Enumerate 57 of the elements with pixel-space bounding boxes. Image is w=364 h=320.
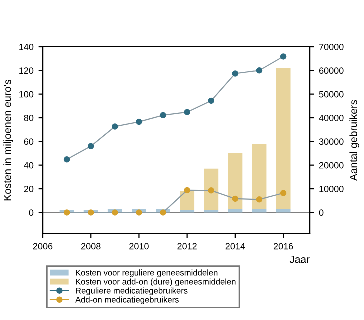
point <box>184 187 190 194</box>
x-tick-label: 2012 <box>178 243 197 250</box>
point <box>232 70 239 77</box>
y-tick-label: 20 <box>24 186 34 192</box>
point <box>64 210 70 216</box>
y2-tick-label: 40000 <box>319 114 344 122</box>
y2-tick-label: 10000 <box>320 186 344 192</box>
x-tick-label: 2006 <box>33 243 53 250</box>
point <box>136 118 142 126</box>
point <box>112 210 118 216</box>
point <box>136 210 142 216</box>
y2-tick-label: 30000 <box>319 138 344 146</box>
bar <box>276 209 291 213</box>
y-tick-label: 0 <box>29 210 34 216</box>
point <box>280 190 287 196</box>
bar <box>228 154 243 210</box>
legend-label: Reguliere medicatiegebruikers <box>76 288 188 296</box>
y-tick-label: 100 <box>20 91 34 98</box>
y-tick-label: 120 <box>20 68 34 74</box>
point <box>64 156 70 163</box>
y2-tick-label: 50000 <box>319 91 344 98</box>
y-tick-label: 80 <box>24 114 34 122</box>
bar <box>180 191 195 210</box>
point <box>280 54 287 60</box>
point <box>256 196 263 203</box>
point <box>112 124 118 130</box>
point <box>160 112 166 119</box>
bar <box>252 209 267 213</box>
y-axis-title: Kosten in miljoenen euro's <box>4 80 14 201</box>
y2-tick-label: 70000 <box>319 44 344 50</box>
x-tick-label: 2014 <box>226 243 246 250</box>
bar <box>252 144 267 210</box>
x-tick-label: 2016 <box>274 243 294 250</box>
point <box>208 98 215 104</box>
point <box>256 68 263 74</box>
legend-label: Add-on medicatiegebruikers <box>76 296 179 304</box>
bar <box>276 68 291 210</box>
y-tick-label: 40 <box>24 162 34 169</box>
bar <box>204 168 219 210</box>
point <box>232 196 239 202</box>
y2-axis-title: Aantal gebruikers <box>350 100 360 182</box>
x-tick-label: 2008 <box>82 243 101 250</box>
point <box>208 188 215 194</box>
point <box>88 143 94 150</box>
x-tick-label: 2010 <box>130 243 149 250</box>
y-tick-label: 140 <box>20 44 34 50</box>
x-axis-title: Jaar <box>290 256 310 264</box>
point <box>184 109 190 116</box>
legend-label: Kosten voor add-on (dure) geneesmiddelen <box>76 278 236 286</box>
y2-tick-label: 0 <box>319 210 324 216</box>
y2-tick-label: 60000 <box>319 68 344 74</box>
legend-label: Kosten voor reguliere geneesmiddelen <box>76 270 218 278</box>
y2-tick-label: 20000 <box>319 162 344 169</box>
y-tick-label: 60 <box>24 138 34 146</box>
bar <box>228 209 243 213</box>
point <box>160 210 166 216</box>
point <box>88 210 94 216</box>
